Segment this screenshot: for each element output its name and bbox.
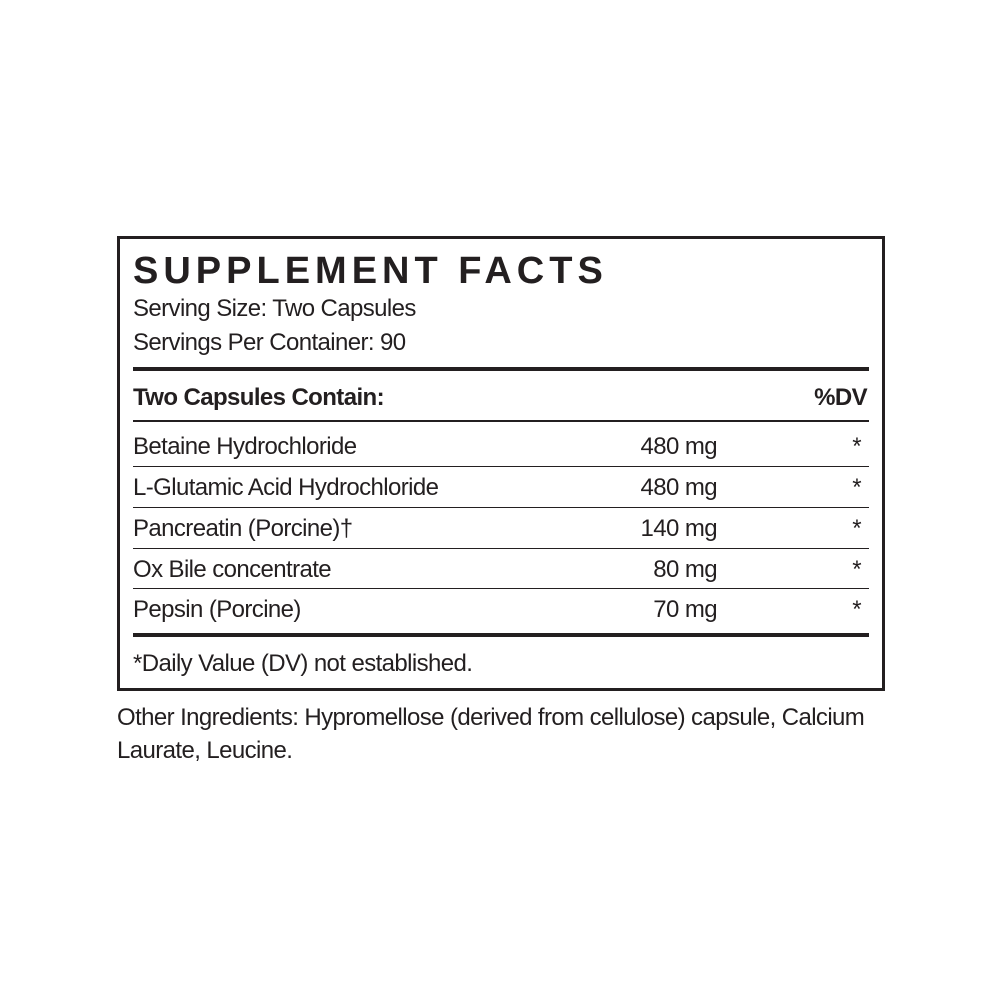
ingredient-dv: * (852, 433, 861, 460)
serving-size: Serving Size: Two Capsules (133, 295, 416, 322)
ingredient-dv: * (852, 474, 861, 501)
row-divider (133, 588, 869, 589)
ingredient-name: Pancreatin (Porcine)† (133, 515, 353, 542)
ingredient-name: Pepsin (Porcine) (133, 596, 301, 623)
ingredient-amount: 140 mg (640, 515, 718, 542)
servings-per-container: Servings Per Container: 90 (133, 329, 406, 356)
table-row: L-Glutamic Acid Hydrochloride 480 mg * (133, 468, 869, 508)
ingredient-dv: * (852, 515, 861, 542)
divider (133, 420, 869, 422)
ingredient-name: L-Glutamic Acid Hydrochloride (133, 474, 439, 501)
panel-title: SUPPLEMENT FACTS (133, 250, 608, 292)
table-row: Betaine Hydrochloride 480 mg * (133, 427, 869, 467)
ingredient-amount: 480 mg (640, 433, 718, 460)
table-header: Two Capsules Contain: %DV (133, 378, 869, 418)
header-dv: %DV (814, 384, 867, 411)
thick-divider (133, 367, 869, 371)
table-row: Pepsin (Porcine) 70 mg * (133, 590, 869, 630)
row-divider (133, 507, 869, 508)
ingredient-name: Betaine Hydrochloride (133, 433, 357, 460)
row-divider (133, 548, 869, 549)
ingredient-dv: * (852, 596, 861, 623)
footnote: *Daily Value (DV) not established. (133, 650, 473, 677)
ingredient-name: Ox Bile concentrate (133, 556, 332, 583)
supplement-facts-panel: SUPPLEMENT FACTS Serving Size: Two Capsu… (117, 236, 885, 691)
ingredient-amount: 70 mg (653, 596, 717, 623)
header-label: Two Capsules Contain: (133, 384, 385, 411)
ingredient-dv: * (852, 556, 861, 583)
thick-divider (133, 633, 869, 637)
table-row: Ox Bile concentrate 80 mg * (133, 550, 869, 590)
table-row: Pancreatin (Porcine)† 140 mg * (133, 509, 869, 549)
other-ingredients: Other Ingredients: Hypromellose (derived… (117, 704, 865, 764)
ingredient-amount: 80 mg (653, 556, 717, 583)
row-divider (133, 466, 869, 467)
ingredient-amount: 480 mg (640, 474, 718, 501)
